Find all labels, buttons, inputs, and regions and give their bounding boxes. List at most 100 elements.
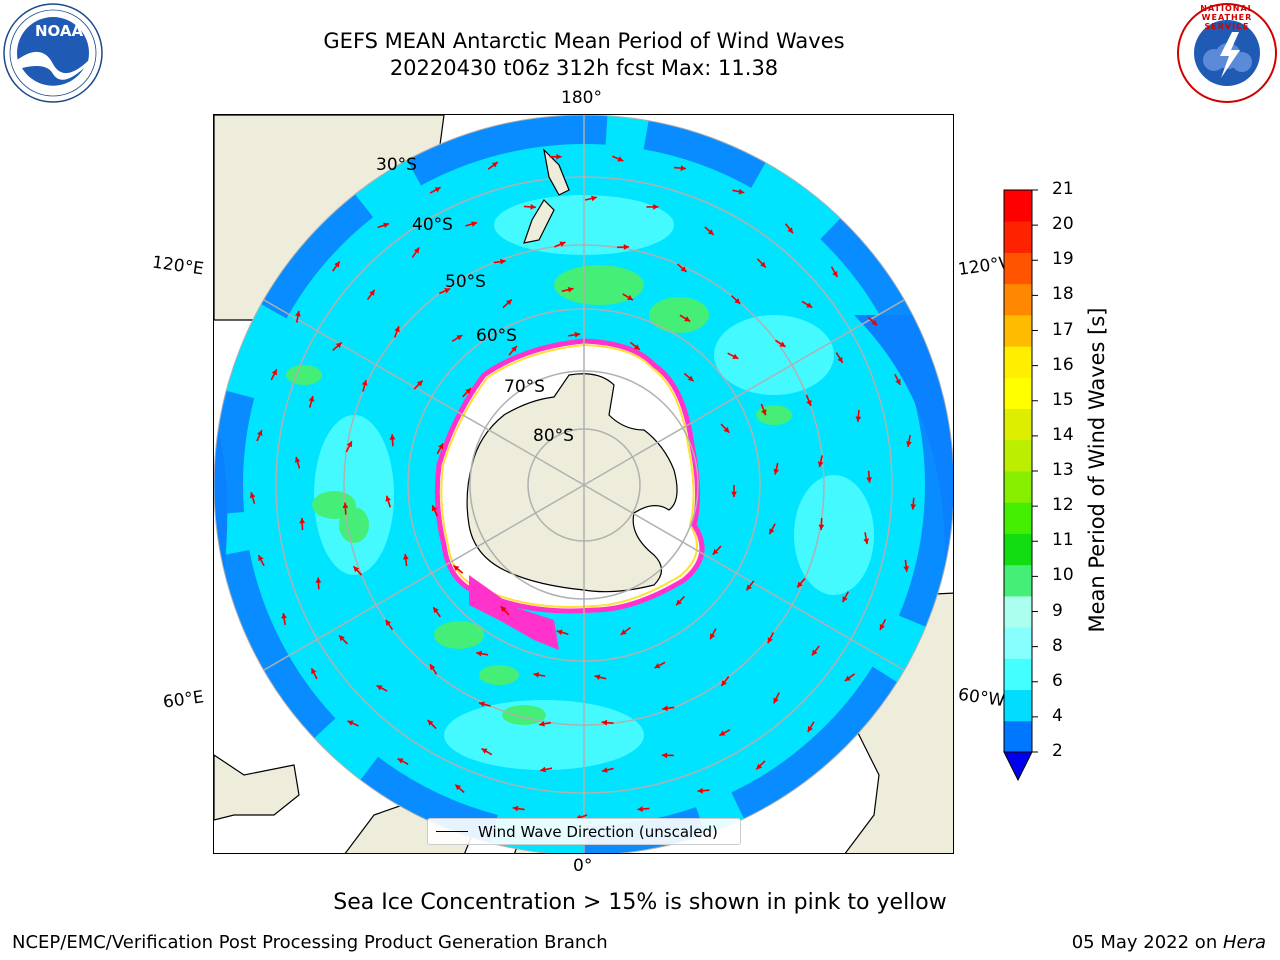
wind-wave-arrowhead — [347, 720, 354, 726]
colorbar-tick-label: 16 — [1052, 354, 1074, 375]
lon-label-120e: 120°E — [150, 252, 205, 280]
footer-credit: NCEP/EMC/Verification Post Processing Pr… — [12, 932, 608, 953]
legend-label: Wind Wave Direction (unscaled) — [478, 822, 718, 841]
wind-wave-arrowhead — [315, 577, 322, 583]
wind-wave-arrowhead — [760, 261, 766, 268]
wind-wave-arrowhead — [807, 726, 813, 733]
wind-wave-arrowhead — [540, 766, 546, 773]
wind-wave-arrowhead — [476, 650, 482, 657]
wind-wave-arrowhead — [871, 319, 878, 326]
wind-wave-arrowhead — [738, 188, 745, 195]
colorbar-segment — [1004, 720, 1032, 753]
wind-wave-arrowhead — [817, 461, 824, 468]
wind-wave-arrowhead — [844, 675, 851, 681]
lat-label-60s: 60°S — [476, 326, 517, 346]
wind-wave-arrowhead — [512, 805, 519, 812]
colorbar-tick-label: 14 — [1052, 424, 1074, 445]
wind-wave-arrowhead — [295, 310, 301, 317]
wind-wave-arrowhead — [346, 441, 352, 448]
footer-host: Hera — [1222, 932, 1266, 953]
wind-wave-arrowhead — [500, 258, 506, 265]
wind-wave-arrowhead — [746, 584, 752, 591]
lat-label-30s: 30°S — [376, 155, 417, 175]
wind-wave-arrowhead — [895, 378, 901, 385]
colorbar — [1003, 189, 1038, 782]
wind-wave-arrowhead — [453, 565, 460, 572]
wind-wave-arrowhead — [311, 668, 317, 675]
wind-wave-arrowhead — [832, 271, 838, 278]
wind-wave-arrowhead — [773, 468, 780, 475]
legend-line-swatch — [436, 831, 468, 832]
wind-wave-arrowhead — [556, 153, 562, 160]
wind-wave-arrowhead — [637, 806, 643, 812]
wind-wave-arrowhead — [654, 663, 661, 669]
wind-wave-arrowhead — [633, 344, 640, 350]
wind-wave-arrowhead — [257, 430, 263, 437]
wind-wave-arrowhead — [335, 342, 342, 349]
wind-wave-arrowhead — [539, 721, 545, 727]
noaa-logo: NOAA — [2, 2, 104, 104]
wind-wave-arrowhead — [680, 165, 687, 172]
wind-wave-arrowhead — [662, 705, 668, 712]
wind-wave-arrowhead — [767, 637, 773, 644]
wind-wave-arrowhead — [281, 612, 287, 619]
wind-wave-arrowhead — [627, 294, 634, 301]
wind-wave-arrowhead — [416, 380, 423, 387]
wind-wave-arrowhead — [559, 241, 566, 247]
wind-wave-arrowhead — [385, 619, 392, 626]
lon-label-60e: 60°E — [161, 687, 206, 713]
wind-wave-arrowhead — [308, 396, 315, 402]
wind-wave-arrowhead — [413, 247, 420, 254]
colorbar-tick-label: 6 — [1052, 670, 1063, 691]
wind-wave-arrowhead — [591, 195, 597, 202]
lon-label-0: 0° — [573, 856, 593, 876]
wind-wave-arrowhead — [594, 674, 601, 680]
colorbar-segment — [1004, 190, 1032, 222]
sea-ice-note: Sea Ice Concentration > 15% is shown in … — [333, 890, 947, 915]
wind-wave-arrowhead — [465, 388, 471, 394]
lat-label-70s: 70°S — [504, 377, 545, 397]
wind-wave-arrowhead — [676, 599, 682, 606]
wind-wave-arrowhead — [434, 187, 441, 193]
wind-wave-arrowhead — [687, 375, 694, 382]
colorbar-tick-label: 20 — [1052, 214, 1074, 235]
footer-date: 05 May 2022 on Hera — [1072, 932, 1266, 953]
wind-wave-arrowhead — [707, 229, 714, 235]
wind-wave-arrowhead — [617, 156, 624, 162]
colorbar-tick-label: 15 — [1052, 389, 1074, 410]
wind-wave-arrowhead — [601, 767, 608, 773]
lon-label-60w: 60°W — [956, 684, 1007, 712]
wind-wave-arrowhead — [879, 624, 885, 631]
lon-label-180: 180° — [561, 88, 602, 108]
colorbar-segment — [1004, 658, 1032, 691]
wind-wave-arrowhead — [394, 326, 400, 333]
colorbar-tick-label: 13 — [1052, 460, 1074, 480]
colorbar-tick-label: 11 — [1052, 530, 1074, 551]
wind-wave-arrowhead — [721, 680, 727, 686]
colorbar-segment — [1004, 689, 1032, 722]
colorbar-segment — [1004, 439, 1032, 472]
wind-wave-direction-arrows — [249, 153, 917, 821]
wind-wave-arrowhead — [731, 491, 737, 497]
wind-wave-arrowhead — [438, 443, 444, 450]
colorbar-segment — [1004, 564, 1032, 597]
nws-logo: NATIONAL WEATHER SERVICE — [1176, 2, 1278, 104]
nws-logo-text: NATIONAL WEATHER SERVICE — [1200, 4, 1254, 31]
wind-wave-arrowhead — [402, 554, 409, 560]
colorbar-label: Mean Period of Wind Waves [s] — [1085, 307, 1109, 633]
wind-wave-arrowhead — [863, 538, 870, 545]
wind-wave-arrowhead — [430, 664, 436, 671]
wind-wave-arrowhead — [567, 286, 574, 293]
polar-map: 30°S 40°S 50°S 60°S 70°S 80°S — [214, 115, 953, 853]
wind-wave-arrowhead — [684, 316, 691, 322]
wind-wave-arrowhead — [837, 356, 843, 363]
graticule — [214, 115, 953, 853]
wind-wave-arrowhead — [601, 719, 608, 726]
wind-wave-arrowhead — [661, 752, 668, 759]
wind-wave-arrowhead — [471, 221, 477, 227]
wind-wave-arrowhead — [389, 434, 396, 440]
wind-wave-arrowhead — [376, 685, 383, 691]
wind-wave-arrowhead — [383, 222, 389, 229]
wind-wave-arrowhead — [756, 763, 763, 770]
wind-wave-arrowhead — [719, 730, 726, 736]
